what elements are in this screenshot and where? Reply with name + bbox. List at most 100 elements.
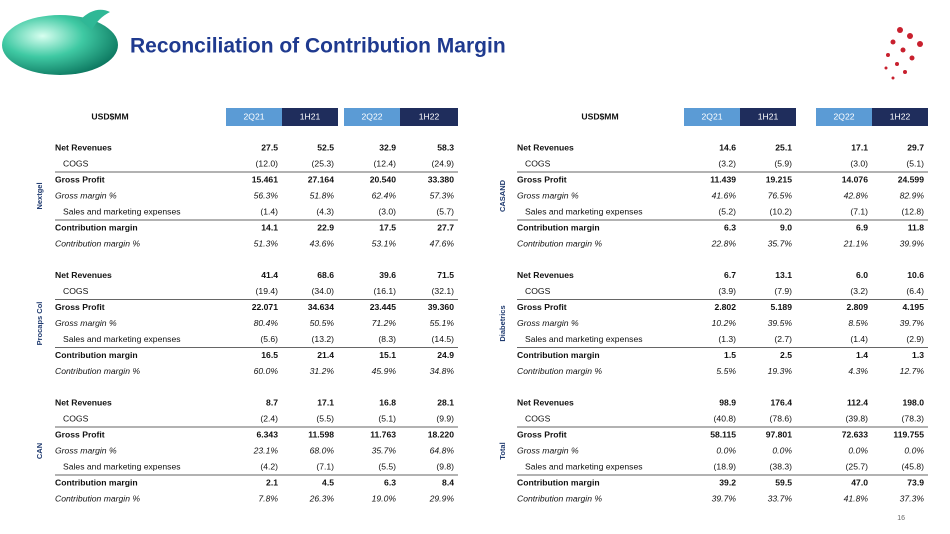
cell-value: (25.7) (846, 461, 869, 471)
cell-value: 5.189 (770, 302, 792, 312)
cell-value: 47.0 (851, 477, 868, 487)
cell-value: 1.4 (856, 350, 868, 360)
cell-value: 29.7 (907, 142, 924, 152)
column-header-bg (226, 108, 282, 126)
row-label: Sales and marketing expenses (63, 334, 181, 344)
cell-value: 27.5 (261, 142, 278, 152)
cell-value: 22.8% (711, 238, 737, 248)
cell-value: 2.802 (714, 302, 736, 312)
cell-value: (5.5) (316, 413, 334, 423)
cell-value: (32.1) (432, 286, 455, 296)
cell-value: 58.115 (710, 429, 736, 439)
cell-value: 18.220 (428, 429, 455, 439)
cell-value: 34.8% (430, 366, 455, 376)
row-label: Gross margin % (55, 190, 117, 200)
cell-value: 19.3% (768, 366, 793, 376)
cell-value: 0.0% (848, 445, 868, 455)
cell-value: 97.801 (766, 429, 793, 439)
cell-value: (5.1) (378, 413, 396, 423)
cell-value: 176.4 (770, 397, 792, 407)
row-label: Contribution margin (517, 222, 600, 232)
row-label: Gross Profit (517, 302, 567, 312)
cell-value: (4.2) (260, 461, 278, 471)
cell-value: (1.3) (718, 334, 736, 344)
row-label: Gross margin % (55, 318, 117, 328)
column-header: 1H21 (300, 111, 321, 121)
cell-value: (12.4) (374, 158, 397, 168)
cell-value: 6.3 (724, 222, 736, 232)
cell-value: 64.8% (430, 445, 455, 455)
column-header-bg (816, 108, 872, 126)
section-label: CASAND (498, 179, 507, 212)
cell-value: (2.7) (774, 334, 792, 344)
cell-value: 39.9% (900, 238, 925, 248)
cell-value: 19.0% (372, 493, 397, 503)
row-label: Net Revenues (517, 270, 574, 280)
cell-value: (14.5) (432, 334, 455, 344)
column-header: 2Q22 (361, 111, 382, 121)
cell-value: 198.0 (902, 397, 924, 407)
column-header-bg (282, 108, 338, 126)
cell-value: 43.6% (310, 238, 335, 248)
cell-value: 73.9 (907, 477, 924, 487)
cell-value: 27.164 (308, 174, 335, 184)
cell-value: (12.8) (902, 206, 925, 216)
cell-value: (3.2) (850, 286, 868, 296)
row-label: Sales and marketing expenses (63, 461, 181, 471)
cell-value: 6.7 (724, 270, 736, 280)
cell-value: 24.599 (898, 174, 925, 184)
cell-value: 6.9 (856, 222, 868, 232)
cell-value: (6.4) (906, 286, 924, 296)
row-label: COGS (63, 413, 89, 423)
cell-value: 12.7% (900, 366, 925, 376)
cell-value: (5.2) (718, 206, 736, 216)
cell-value: 47.6% (430, 238, 455, 248)
cell-value: (5.9) (774, 158, 792, 168)
cell-value: 50.5% (310, 318, 335, 328)
cell-value: 6.3 (384, 477, 396, 487)
cell-value: 32.9 (379, 142, 396, 152)
cell-value: 23.445 (370, 302, 397, 312)
cell-value: 37.3% (900, 493, 925, 503)
cell-value: 41.6% (712, 190, 737, 200)
row-label: Gross Profit (55, 174, 105, 184)
cell-value: 24.9 (437, 350, 454, 360)
cell-value: 80.4% (254, 318, 279, 328)
cell-value: (78.6) (770, 413, 793, 423)
cell-value: 11.598 (308, 429, 334, 439)
cell-value: 19.215 (766, 174, 793, 184)
cell-value: 39.2 (719, 477, 736, 487)
cell-value: 15.1 (379, 350, 396, 360)
cell-value: 76.5% (768, 190, 793, 200)
cell-value: 4.3% (848, 366, 868, 376)
row-label: Contribution margin % (55, 493, 140, 503)
row-label: Gross Profit (55, 302, 105, 312)
table-header: USD$MM (581, 111, 618, 121)
cell-value: (3.0) (378, 206, 396, 216)
cell-value: (8.3) (378, 334, 396, 344)
cell-value: 112.4 (847, 397, 868, 407)
column-header-bg (684, 108, 740, 126)
cell-value: 0.0% (772, 445, 792, 455)
cell-value: 22.071 (252, 302, 279, 312)
logo-capsule (2, 9, 118, 75)
cell-value: 35.7% (372, 445, 397, 455)
cell-value: 11.763 (370, 429, 396, 439)
column-header-bg (344, 108, 400, 126)
cell-value: 55.1% (430, 318, 455, 328)
cell-value: 62.4% (372, 190, 397, 200)
cell-value: (38.3) (770, 461, 793, 471)
row-label: Gross margin % (55, 445, 117, 455)
cell-value: 2.1 (266, 477, 278, 487)
cell-value: 71.2% (372, 318, 397, 328)
cell-value: 10.2% (712, 318, 737, 328)
cell-value: 72.633 (842, 429, 869, 439)
cell-value: 1.5 (724, 350, 736, 360)
column-header: 2Q21 (701, 111, 722, 121)
cell-value: (2.9) (906, 334, 924, 344)
cell-value: 39.7% (900, 318, 925, 328)
cell-value: 1.3 (912, 350, 924, 360)
cell-value: 2.809 (846, 302, 868, 312)
cell-value: 82.9% (900, 190, 925, 200)
